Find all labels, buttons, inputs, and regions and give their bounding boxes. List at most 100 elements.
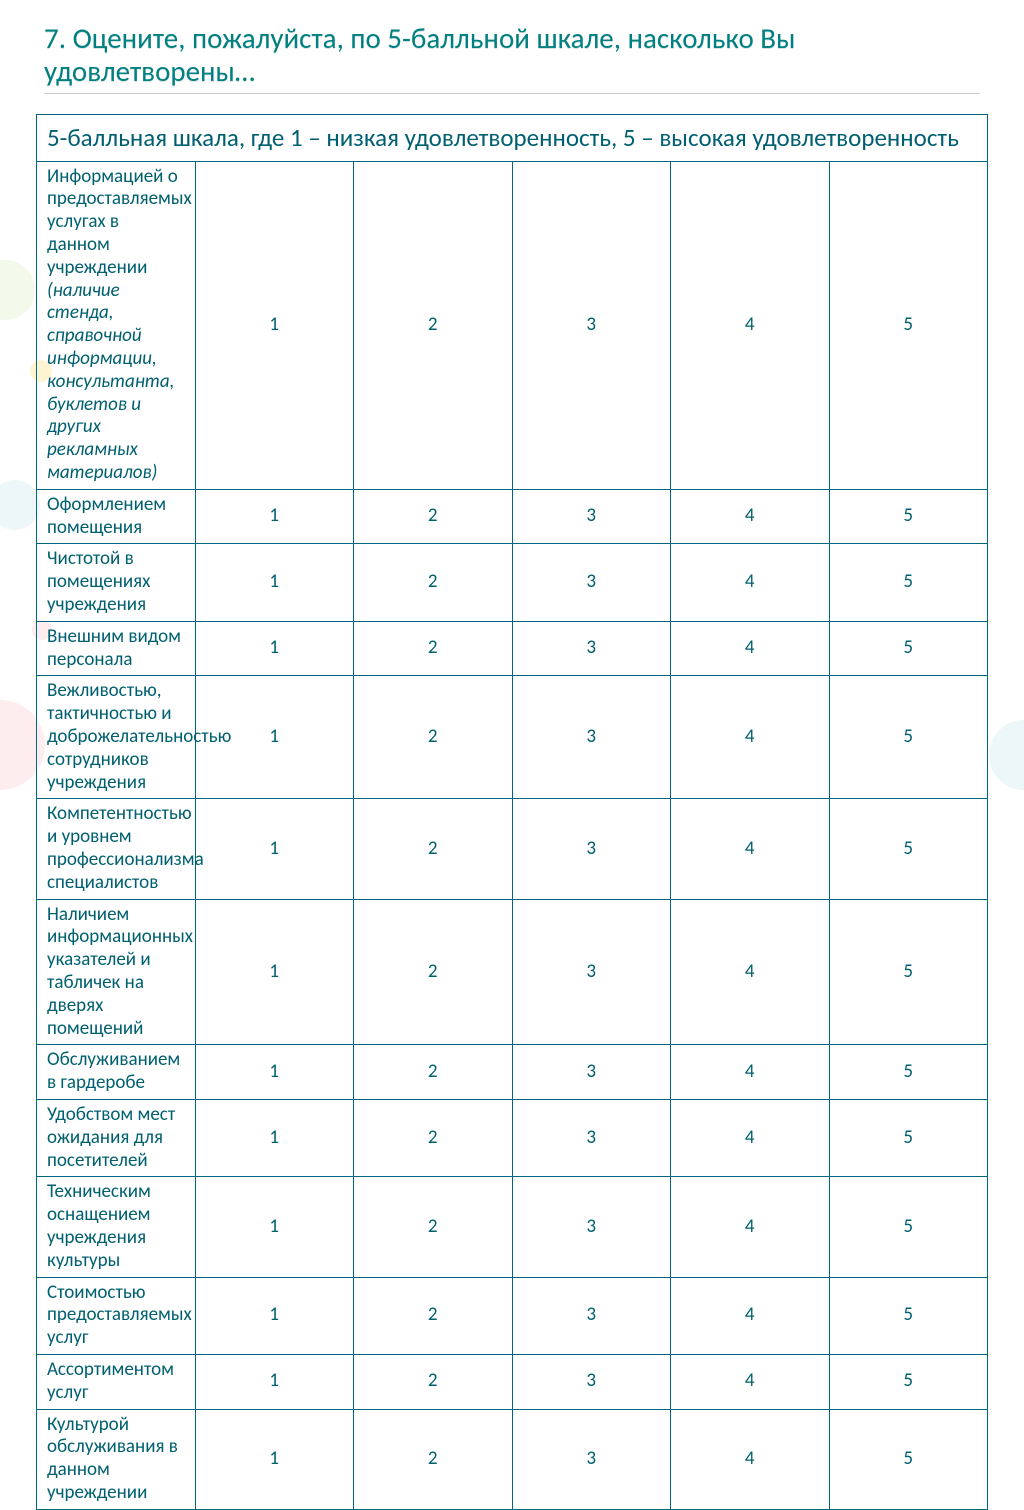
row-label: Культурой обслуживания в данном учрежден… xyxy=(37,1409,196,1509)
table-row: Техническим оснащением учреждения культу… xyxy=(37,1177,988,1277)
row-label-text: Чистотой в помещениях учреждения xyxy=(47,547,150,616)
rating-cell-3[interactable]: 3 xyxy=(512,799,671,899)
rating-cell-2[interactable]: 2 xyxy=(354,1099,513,1176)
rating-cell-5[interactable]: 5 xyxy=(829,621,988,676)
rating-cell-1[interactable]: 1 xyxy=(195,621,354,676)
rating-cell-2[interactable]: 2 xyxy=(354,161,513,489)
rating-cell-4[interactable]: 4 xyxy=(671,1177,830,1277)
rating-cell-5[interactable]: 5 xyxy=(829,799,988,899)
row-label: Оформлением помещения xyxy=(37,489,196,544)
row-label: Ассортиментом услуг xyxy=(37,1354,196,1409)
rating-cell-3[interactable]: 3 xyxy=(512,489,671,544)
rating-cell-2[interactable]: 2 xyxy=(354,489,513,544)
rating-cell-2[interactable]: 2 xyxy=(354,799,513,899)
rating-cell-3[interactable]: 3 xyxy=(512,1177,671,1277)
row-label: Наличием информационных указателей и таб… xyxy=(37,899,196,1045)
rating-cell-2[interactable]: 2 xyxy=(354,1177,513,1277)
rating-cell-1[interactable]: 1 xyxy=(195,1354,354,1409)
rating-cell-5[interactable]: 5 xyxy=(829,544,988,621)
rating-cell-4[interactable]: 4 xyxy=(671,799,830,899)
rating-cell-2[interactable]: 2 xyxy=(354,621,513,676)
rating-cell-5[interactable]: 5 xyxy=(829,1409,988,1509)
row-label-italic: (наличие стенда, справочной информации, … xyxy=(47,279,174,484)
rating-cell-3[interactable]: 3 xyxy=(512,676,671,799)
table-row: Оформлением помещения 12345 xyxy=(37,489,988,544)
row-label-text: Информацией о предоставляемых услугах в … xyxy=(47,165,192,279)
slide-title-text: 7. Оцените, пожалуйста, по 5-балльной шк… xyxy=(44,20,795,89)
title-underline xyxy=(44,93,980,94)
table-row: Стоимостью предоставляемых услуг12345 xyxy=(37,1277,988,1354)
rating-cell-1[interactable]: 1 xyxy=(195,544,354,621)
rating-cell-5[interactable]: 5 xyxy=(829,1277,988,1354)
table-row: Внешним видом персонала 12345 xyxy=(37,621,988,676)
rating-cell-3[interactable]: 3 xyxy=(512,1045,671,1100)
slide-title: 7. Оцените, пожалуйста, по 5-балльной шк… xyxy=(0,0,1024,114)
rating-cell-4[interactable]: 4 xyxy=(671,544,830,621)
rating-cell-1[interactable]: 1 xyxy=(195,1045,354,1100)
rating-cell-2[interactable]: 2 xyxy=(354,899,513,1045)
rating-cell-4[interactable]: 4 xyxy=(671,161,830,489)
rating-cell-5[interactable]: 5 xyxy=(829,161,988,489)
rating-cell-5[interactable]: 5 xyxy=(829,1045,988,1100)
rating-cell-3[interactable]: 3 xyxy=(512,1409,671,1509)
rating-cell-1[interactable]: 1 xyxy=(195,1409,354,1509)
table-row: Информацией о предоставляемых услугах в … xyxy=(37,161,988,489)
rating-cell-4[interactable]: 4 xyxy=(671,1277,830,1354)
row-label-text: Наличием информационных указателей и таб… xyxy=(47,903,193,1040)
rating-cell-1[interactable]: 1 xyxy=(195,161,354,489)
row-label-text: Обслуживанием в гардеробе xyxy=(47,1048,180,1094)
rating-cell-4[interactable]: 4 xyxy=(671,676,830,799)
rating-cell-2[interactable]: 2 xyxy=(354,676,513,799)
rating-cell-2[interactable]: 2 xyxy=(354,544,513,621)
rating-cell-2[interactable]: 2 xyxy=(354,1277,513,1354)
rating-cell-4[interactable]: 4 xyxy=(671,1045,830,1100)
rating-cell-3[interactable]: 3 xyxy=(512,1099,671,1176)
table-row: Наличием информационных указателей и таб… xyxy=(37,899,988,1045)
rating-cell-2[interactable]: 2 xyxy=(354,1045,513,1100)
rating-cell-4[interactable]: 4 xyxy=(671,489,830,544)
rating-cell-4[interactable]: 4 xyxy=(671,1354,830,1409)
table-row: Вежливостью, тактичностью и доброжелател… xyxy=(37,676,988,799)
rating-cell-1[interactable]: 1 xyxy=(195,899,354,1045)
rating-cell-5[interactable]: 5 xyxy=(829,1177,988,1277)
row-label-text: Оформлением помещения xyxy=(47,493,166,539)
row-label-text: Ассортиментом услуг xyxy=(47,1358,174,1404)
rating-cell-5[interactable]: 5 xyxy=(829,1099,988,1176)
row-label-text: Техническим оснащением учреждения культу… xyxy=(47,1180,151,1271)
rating-cell-1[interactable]: 1 xyxy=(195,489,354,544)
rating-cell-3[interactable]: 3 xyxy=(512,1277,671,1354)
rating-cell-4[interactable]: 4 xyxy=(671,1099,830,1176)
rating-cell-1[interactable]: 1 xyxy=(195,799,354,899)
rating-cell-1[interactable]: 1 xyxy=(195,1099,354,1176)
row-label: Компетентностью и уровнем профессионализ… xyxy=(37,799,196,899)
rating-cell-5[interactable]: 5 xyxy=(829,1354,988,1409)
rating-cell-4[interactable]: 4 xyxy=(671,899,830,1045)
rating-cell-4[interactable]: 4 xyxy=(671,621,830,676)
rating-cell-5[interactable]: 5 xyxy=(829,899,988,1045)
rating-cell-2[interactable]: 2 xyxy=(354,1409,513,1509)
rating-cell-4[interactable]: 4 xyxy=(671,1409,830,1509)
rating-cell-3[interactable]: 3 xyxy=(512,1354,671,1409)
rating-cell-3[interactable]: 3 xyxy=(512,544,671,621)
survey-tbody: 5-балльная шкала, где 1 – низкая удовлет… xyxy=(37,114,988,1509)
table-row: Удобством мест ожидания для посетителей1… xyxy=(37,1099,988,1176)
table-row: Компетентностью и уровнем профессионализ… xyxy=(37,799,988,899)
rating-cell-2[interactable]: 2 xyxy=(354,1354,513,1409)
table-row: Чистотой в помещениях учреждения 12345 xyxy=(37,544,988,621)
row-label: Стоимостью предоставляемых услуг xyxy=(37,1277,196,1354)
rating-cell-3[interactable]: 3 xyxy=(512,899,671,1045)
row-label-text: Внешним видом персонала xyxy=(47,625,181,671)
row-label: Чистотой в помещениях учреждения xyxy=(37,544,196,621)
row-label-text: Стоимостью предоставляемых услуг xyxy=(47,1281,192,1350)
rating-cell-1[interactable]: 1 xyxy=(195,1177,354,1277)
rating-cell-1[interactable]: 1 xyxy=(195,1277,354,1354)
rating-cell-3[interactable]: 3 xyxy=(512,161,671,489)
rating-cell-3[interactable]: 3 xyxy=(512,621,671,676)
row-label: Внешним видом персонала xyxy=(37,621,196,676)
rating-cell-5[interactable]: 5 xyxy=(829,489,988,544)
table-row: Ассортиментом услуг 12345 xyxy=(37,1354,988,1409)
scale-header-row: 5-балльная шкала, где 1 – низкая удовлет… xyxy=(37,114,988,161)
rating-cell-5[interactable]: 5 xyxy=(829,676,988,799)
row-label-text: Культурой обслуживания в данном учрежден… xyxy=(47,1413,178,1504)
scale-header-cell: 5-балльная шкала, где 1 – низкая удовлет… xyxy=(37,114,988,161)
